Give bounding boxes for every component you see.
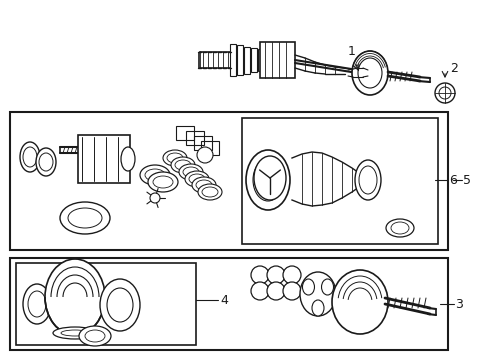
Ellipse shape — [245, 150, 289, 210]
Ellipse shape — [385, 219, 413, 237]
Ellipse shape — [85, 330, 105, 342]
Bar — [16, 263, 196, 345]
Ellipse shape — [107, 288, 133, 322]
Ellipse shape — [175, 160, 191, 170]
Ellipse shape — [36, 148, 56, 176]
Ellipse shape — [354, 160, 380, 200]
Bar — [250, 48, 257, 72]
Text: 5: 5 — [462, 174, 470, 186]
Bar — [258, 49, 264, 71]
Ellipse shape — [197, 147, 213, 163]
Bar — [185, 131, 203, 145]
Ellipse shape — [100, 279, 140, 331]
Ellipse shape — [68, 208, 102, 228]
Ellipse shape — [121, 147, 135, 171]
Ellipse shape — [331, 270, 387, 334]
Ellipse shape — [358, 166, 376, 194]
Ellipse shape — [61, 330, 89, 336]
Ellipse shape — [196, 180, 212, 190]
Ellipse shape — [148, 172, 178, 192]
Bar — [229, 44, 236, 76]
Ellipse shape — [390, 222, 408, 234]
Ellipse shape — [167, 153, 183, 163]
Ellipse shape — [79, 326, 111, 346]
Ellipse shape — [23, 284, 51, 324]
Ellipse shape — [28, 291, 46, 317]
Ellipse shape — [20, 142, 40, 172]
Bar — [10, 258, 447, 350]
Text: 4: 4 — [220, 293, 227, 306]
Ellipse shape — [192, 177, 216, 193]
Ellipse shape — [145, 169, 164, 181]
Ellipse shape — [179, 164, 203, 180]
Ellipse shape — [189, 174, 204, 184]
Ellipse shape — [253, 156, 285, 200]
Ellipse shape — [299, 272, 335, 316]
Bar — [201, 141, 219, 155]
Ellipse shape — [163, 150, 186, 166]
Bar — [244, 46, 249, 73]
Ellipse shape — [266, 266, 285, 284]
Ellipse shape — [140, 165, 170, 185]
Bar — [237, 45, 243, 75]
Ellipse shape — [250, 266, 268, 284]
Ellipse shape — [351, 51, 387, 95]
Ellipse shape — [311, 300, 324, 316]
Ellipse shape — [321, 279, 333, 295]
Bar — [242, 118, 437, 244]
Ellipse shape — [283, 282, 301, 300]
Bar — [260, 42, 294, 78]
Ellipse shape — [150, 193, 160, 203]
Ellipse shape — [60, 202, 110, 234]
Bar — [78, 135, 130, 183]
Bar — [176, 126, 194, 140]
Text: 6: 6 — [448, 174, 456, 186]
Ellipse shape — [250, 282, 268, 300]
Ellipse shape — [183, 167, 199, 177]
Ellipse shape — [434, 83, 454, 103]
Bar — [10, 112, 447, 250]
Text: 2: 2 — [449, 62, 457, 75]
Ellipse shape — [171, 157, 195, 173]
Ellipse shape — [202, 187, 218, 197]
Bar — [194, 136, 212, 150]
Ellipse shape — [53, 327, 97, 339]
Ellipse shape — [302, 279, 314, 295]
Ellipse shape — [153, 176, 173, 188]
Ellipse shape — [198, 184, 222, 200]
Text: 3: 3 — [454, 297, 462, 310]
Ellipse shape — [45, 259, 105, 335]
Ellipse shape — [184, 171, 208, 187]
Ellipse shape — [283, 266, 301, 284]
Text: 1: 1 — [347, 45, 355, 58]
Ellipse shape — [266, 282, 285, 300]
Ellipse shape — [252, 159, 283, 201]
